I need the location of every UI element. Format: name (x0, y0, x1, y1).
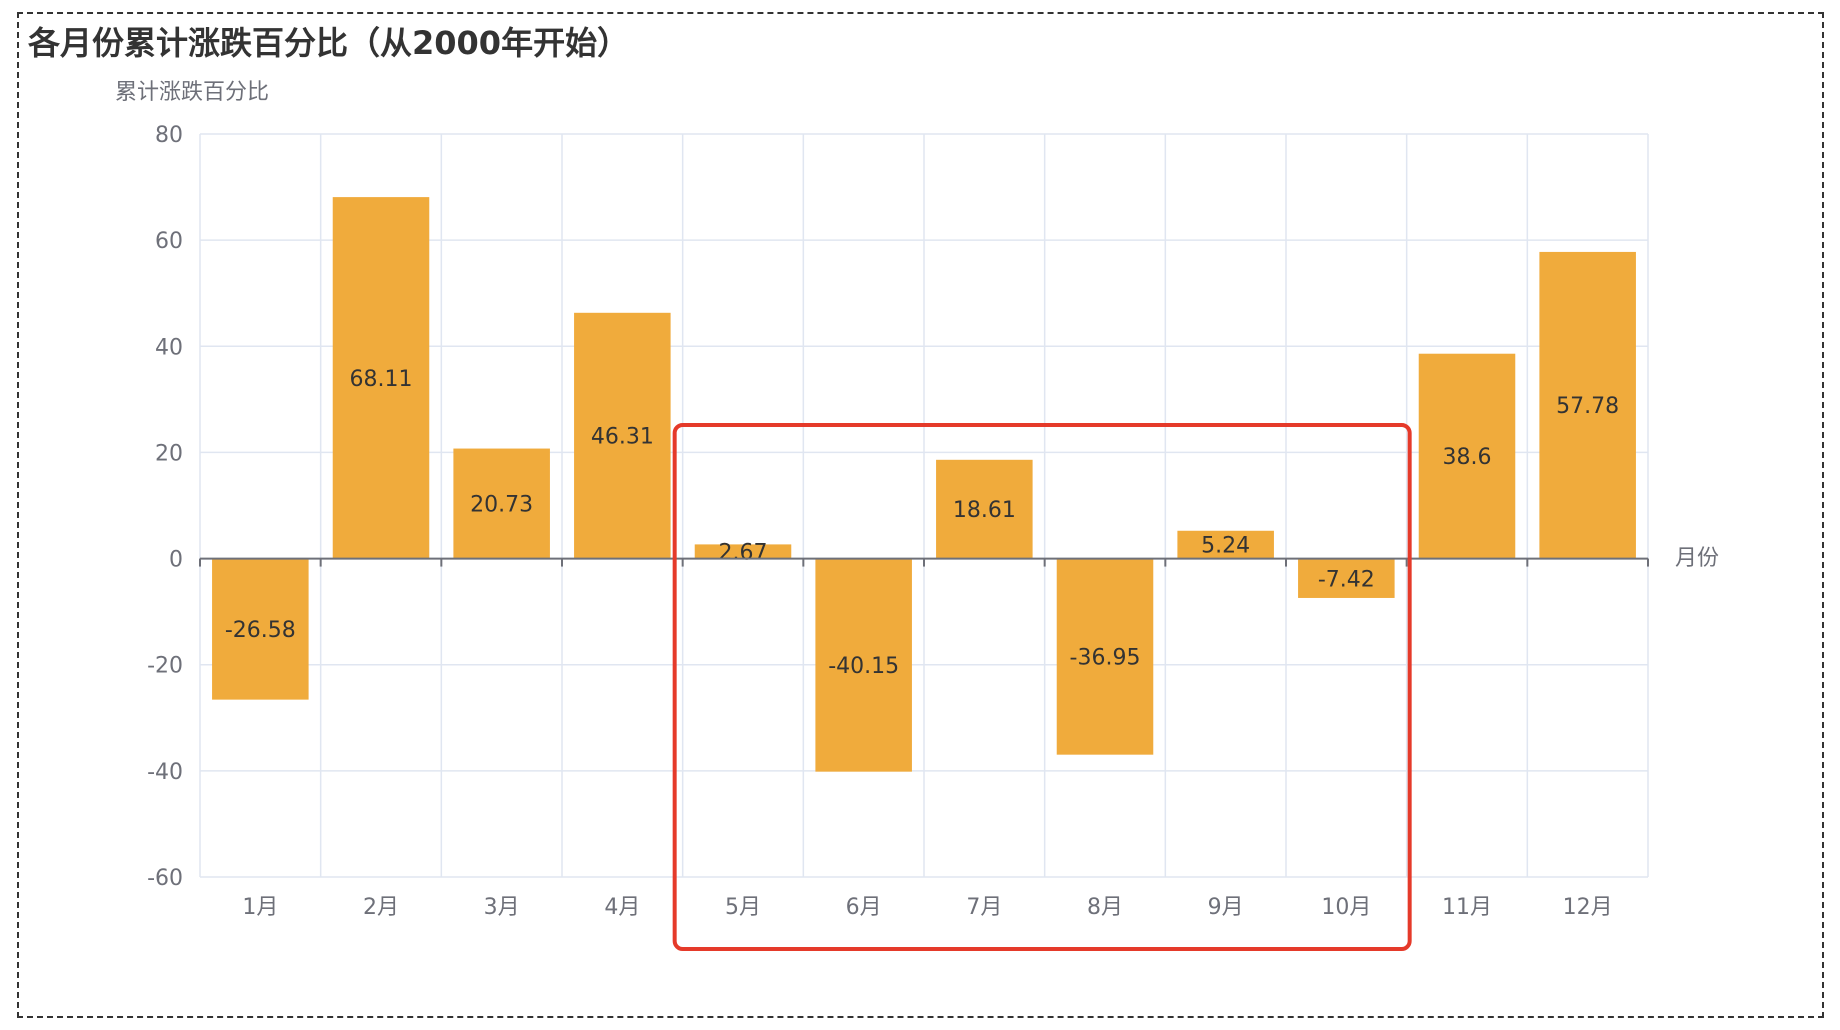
x-tick-label: 11月 (1442, 895, 1492, 920)
x-axis (199, 557, 1649, 567)
bar-value-label: -40.15 (828, 654, 899, 679)
x-tick-label: 7月 (966, 895, 1002, 920)
bar-value-label: -7.42 (1318, 567, 1375, 592)
x-tick-label: 2月 (363, 895, 399, 920)
bar (332, 197, 430, 559)
bar-value-label: 18.61 (953, 498, 1016, 523)
bar (1298, 558, 1395, 598)
bar-value-label: 68.11 (350, 367, 413, 392)
bar-value-label: -26.58 (225, 618, 296, 643)
y-tick-label: 40 (155, 335, 183, 360)
x-tick-label: 9月 (1208, 895, 1244, 920)
x-tick-label: 1月 (242, 895, 278, 920)
grid-lines (199, 133, 1649, 878)
bar (574, 312, 671, 559)
bar (453, 448, 550, 559)
bar (212, 558, 309, 700)
bar-value-label: 46.31 (591, 425, 654, 450)
highlight-layer (672, 423, 1412, 951)
x-axis-label: 月份 (1675, 546, 1719, 571)
x-axis-ticks: 1月 2月 3月 4月 5月 6月 7月 8月 9月 10月 11月 12月 (242, 895, 1612, 920)
data-labels: -26.58 68.11 20.73 46.31 2.67 -40.15 18.61 -36.… (225, 367, 1619, 679)
y-axis-ticks: 80 60 40 20 0 -20 -40 -60 (147, 123, 183, 891)
y-tick-label: 60 (155, 229, 183, 254)
bar (936, 459, 1033, 559)
y-axis-label: 累计涨跌百分比 (115, 80, 269, 105)
x-tick-label: 6月 (846, 895, 882, 920)
x-tick-label: 12月 (1563, 895, 1613, 920)
x-tick-label: 4月 (604, 895, 640, 920)
chart-frame (17, 12, 1824, 1018)
bar-value-label: 5.24 (1201, 534, 1250, 559)
y-tick-label: 80 (155, 123, 183, 148)
bar-value-label: 20.73 (470, 493, 533, 518)
y-tick-label: -40 (147, 760, 183, 785)
bar (1418, 353, 1516, 559)
y-tick-label: 20 (155, 441, 183, 466)
chart-title: 各月份累计涨跌百分比（从2000年开始） (28, 24, 630, 62)
bar-value-label: 57.78 (1556, 394, 1619, 419)
y-tick-label: -60 (147, 866, 183, 891)
bar (1177, 530, 1274, 559)
bar (694, 544, 792, 559)
y-tick-label: -20 (147, 654, 183, 679)
x-tick-label: 8月 (1087, 895, 1123, 920)
bar-value-label: 38.6 (1443, 445, 1492, 470)
x-tick-label: 3月 (484, 895, 520, 920)
x-tick-label: 10月 (1321, 895, 1371, 920)
highlight-box (672, 423, 1412, 951)
bar-value-label: 2.67 (719, 540, 768, 565)
bars (212, 197, 1636, 772)
bar (1539, 251, 1636, 559)
bar (1056, 558, 1154, 755)
bar-value-label: -36.95 (1070, 646, 1141, 671)
x-tick-label: 5月 (725, 895, 761, 920)
y-tick-label: 0 (169, 548, 183, 573)
bar (815, 558, 912, 772)
